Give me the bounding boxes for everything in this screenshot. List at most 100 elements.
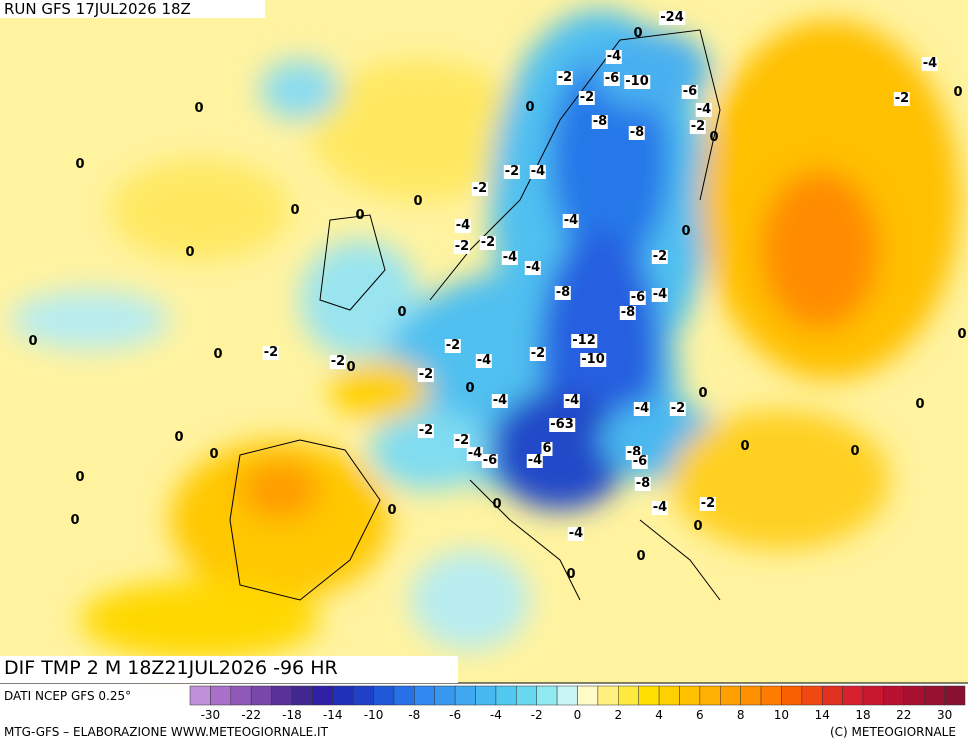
color-swatch	[516, 685, 537, 706]
title-box	[0, 656, 458, 683]
color-swatch	[781, 685, 803, 706]
contour-label: 0	[566, 567, 576, 582]
contour-label: -2	[503, 164, 521, 179]
color-swatch	[903, 685, 925, 706]
contour-label: 6	[541, 441, 553, 456]
contour-label: 0	[194, 101, 204, 116]
color-swatch	[291, 685, 313, 706]
contour-label: -4	[491, 393, 509, 408]
legend-tick-label: 2	[614, 708, 622, 722]
contour-label: -6	[681, 84, 699, 99]
contour-label: -4	[529, 164, 547, 179]
contour-label: -4	[567, 526, 585, 541]
color-swatch	[250, 685, 272, 706]
color-swatch	[210, 685, 232, 706]
contour-label: 0	[465, 381, 475, 396]
contour-label: -4	[454, 218, 472, 233]
contour-label: 0	[209, 447, 219, 462]
contour-label: -4	[695, 102, 713, 117]
contour-label: -2	[893, 91, 911, 106]
contour-label: -2	[578, 90, 596, 105]
color-swatch	[536, 685, 558, 706]
contour-label: -6	[629, 290, 647, 305]
contour-label: 0	[693, 519, 703, 534]
contour-label: -24	[659, 10, 685, 25]
contour-label: -2	[444, 338, 462, 353]
contour-label: -2	[262, 345, 280, 360]
contour-label: 0	[953, 85, 963, 100]
contour-label: 0	[70, 513, 80, 528]
legend-tick-label: 18	[855, 708, 870, 722]
contour-label: -12	[571, 333, 597, 348]
contour-label: -2	[699, 496, 717, 511]
color-swatch	[230, 685, 252, 706]
contour-label: 0	[413, 194, 423, 209]
color-swatch	[699, 685, 721, 706]
contour-label: -4	[475, 353, 493, 368]
color-swatch	[352, 685, 374, 706]
contour-label: -6	[603, 71, 621, 86]
source: DATI NCEP GFS 0.25°	[4, 689, 132, 703]
contour-label: -4	[651, 500, 669, 515]
color-swatch	[862, 685, 884, 706]
contour-label: -8	[634, 476, 652, 491]
contour-label: 0	[75, 157, 85, 172]
contour-label: -2	[453, 239, 471, 254]
color-swatch	[373, 685, 395, 706]
color-swatch	[312, 685, 334, 706]
copyright: (C) METEOGIORNALE	[830, 725, 956, 739]
contour-label: -6	[481, 453, 499, 468]
contour-label: 0	[681, 224, 691, 239]
contour-label: 0	[957, 327, 967, 342]
color-swatch	[332, 685, 354, 706]
contour-label: -10	[624, 74, 650, 89]
contour-label: 0	[174, 430, 184, 445]
color-swatch	[414, 685, 435, 706]
legend-tick-label: -18	[282, 708, 302, 722]
color-swatch	[740, 685, 762, 706]
color-swatch	[393, 685, 415, 706]
contour-label: 0	[346, 360, 356, 375]
contour-label: -4	[501, 250, 519, 265]
credit: MTG-GFS – ELABORAZIONE WWW.METEOGIORNALE…	[4, 725, 328, 739]
contour-label: 0	[355, 208, 365, 223]
legend-tick-label: -8	[408, 708, 420, 722]
contour-label: -6	[631, 454, 649, 469]
legend-tick-label: -10	[364, 708, 384, 722]
color-swatch	[556, 685, 578, 706]
contour-label: 0	[915, 397, 925, 412]
contour-label: -2	[417, 367, 435, 382]
legend-tick-label: -30	[201, 708, 221, 722]
contour-label: -10	[580, 352, 606, 367]
contour-label: -4	[633, 401, 651, 416]
contour-label: -4	[921, 56, 939, 71]
run-box	[0, 0, 265, 18]
contour-label: -4	[526, 453, 544, 468]
legend-tick-label: -2	[531, 708, 543, 722]
contour-label: -2	[479, 235, 497, 250]
contour-label: -2	[471, 181, 489, 196]
contour-label: -4	[605, 49, 623, 64]
contour-label: -2	[453, 433, 471, 448]
color-swatch	[944, 685, 966, 706]
contour-label: 0	[397, 305, 407, 320]
color-swatch	[495, 685, 517, 706]
color-swatch	[801, 685, 823, 706]
contour-label: 0	[633, 26, 643, 41]
contour-label: 0	[525, 100, 535, 115]
contour-label: 0	[492, 497, 502, 512]
color-swatch	[883, 685, 905, 706]
contour-label: 0	[636, 549, 646, 564]
contour-label: -2	[651, 249, 669, 264]
contour-label: 0	[75, 470, 85, 485]
color-swatch	[189, 685, 211, 706]
contour-label: -8	[591, 114, 609, 129]
color-swatch	[679, 685, 701, 706]
color-swatch	[577, 685, 599, 706]
legend-tick-label: 8	[737, 708, 745, 722]
contour-label: 0	[28, 334, 38, 349]
contour-label: -2	[329, 354, 347, 369]
contour-label: -2	[417, 423, 435, 438]
